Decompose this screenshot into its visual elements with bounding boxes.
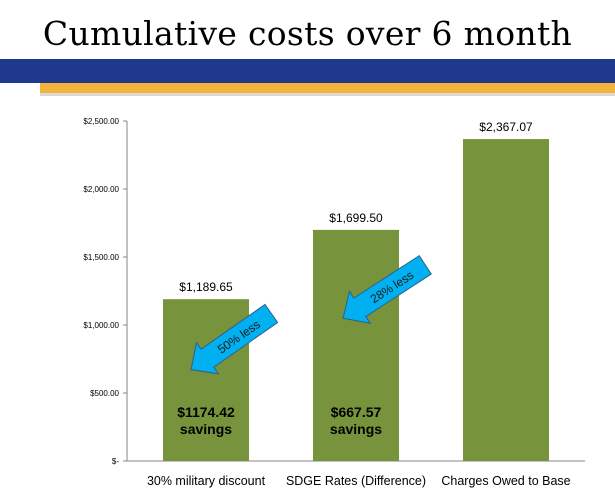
header-gold-band (40, 83, 615, 93)
savings-label: savings (180, 421, 232, 437)
category-label: SDGE Rates (Difference) (286, 474, 426, 488)
y-tick-label: $1,000.00 (83, 321, 119, 330)
category-label: 30% military discount (147, 474, 266, 488)
header-blue-band (0, 59, 615, 83)
header-band-shadow (40, 93, 615, 96)
bar (463, 139, 549, 461)
category-label: Charges Owed to Base (441, 474, 570, 488)
y-tick-label: $500.00 (90, 389, 119, 398)
bar (313, 229, 399, 461)
bar-value-label: $1,699.50 (329, 211, 383, 225)
y-tick-label: $- (112, 457, 119, 466)
savings-amount: $667.57 (331, 404, 382, 420)
y-tick-label: $2,500.00 (83, 117, 119, 126)
savings-arrow-shape (190, 303, 279, 375)
savings-arrow-shape (342, 254, 432, 324)
y-tick-label: $2,000.00 (83, 185, 119, 194)
bar-value-label: $2,367.07 (479, 120, 533, 134)
bar-value-label: $1,189.65 (179, 280, 233, 294)
savings-label: savings (330, 421, 382, 437)
y-tick-label: $1,500.00 (83, 253, 119, 262)
savings-amount: $1174.42 (177, 404, 235, 420)
